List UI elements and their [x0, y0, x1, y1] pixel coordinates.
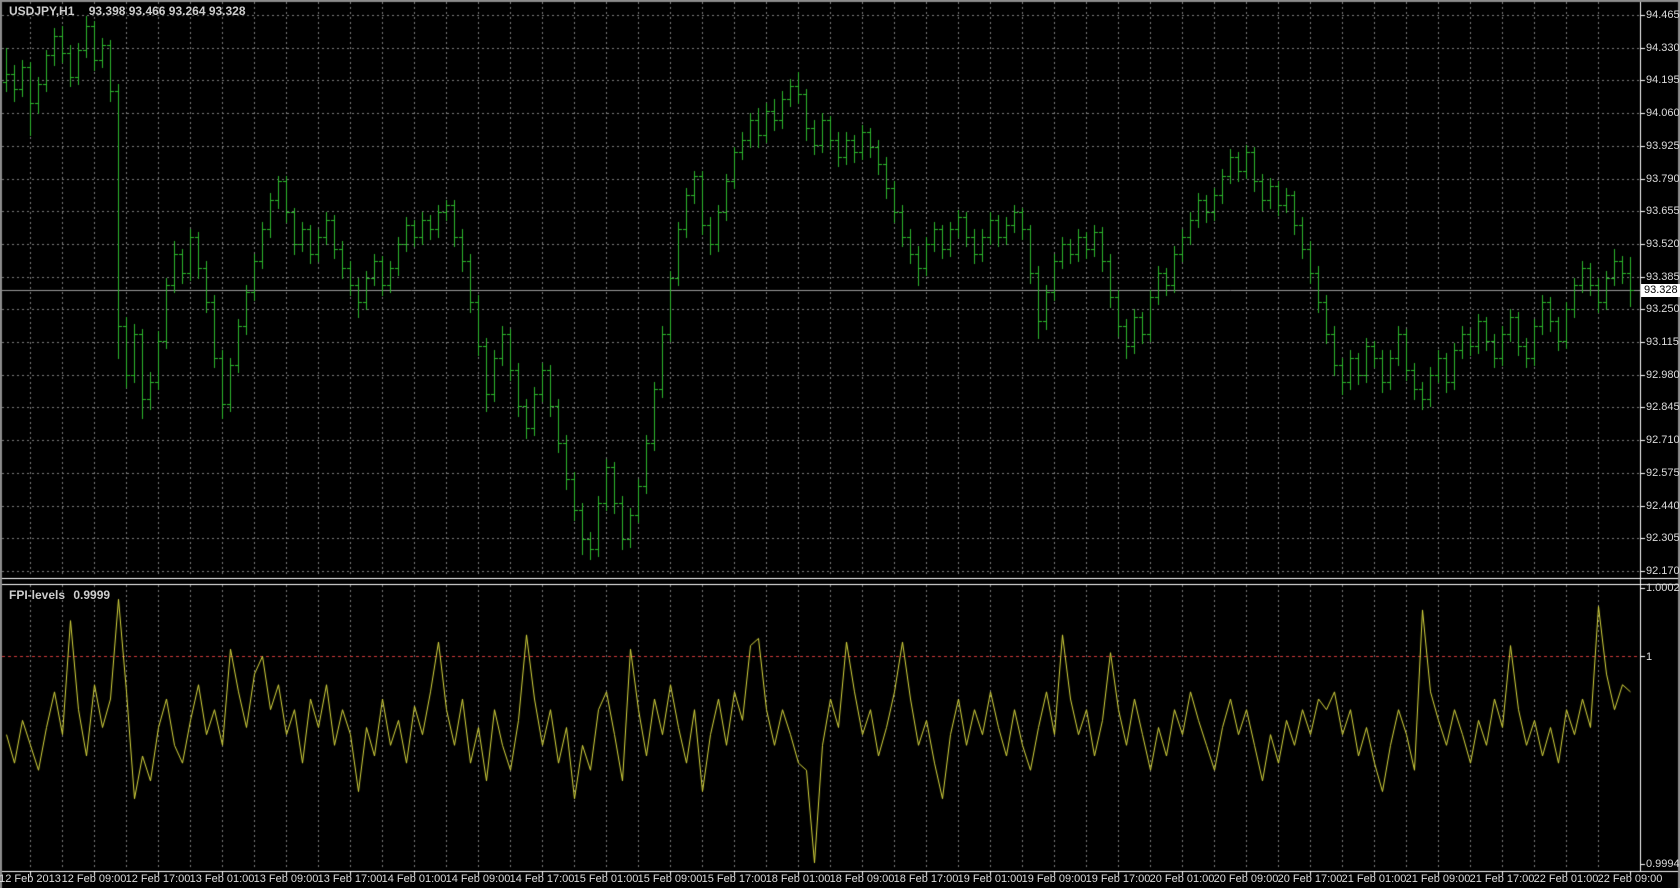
main-chart-region[interactable] — [2, 2, 1640, 577]
symbol-timeframe-label: USDJPY,H1 — [9, 4, 75, 18]
ohlc-values-label: 93.398 93.466 93.264 93.328 — [88, 4, 246, 18]
indicator-title: FPI-levels 0.9999 — [9, 588, 110, 602]
current-price-box: 93.328 — [1641, 284, 1680, 297]
chart-title: USDJPY,H1 93.398 93.466 93.264 93.328 — [9, 4, 246, 18]
indicator-value-label: 0.9999 — [73, 588, 111, 602]
indicator-name-label: FPI-levels — [9, 588, 66, 602]
indicator-panel-region[interactable] — [2, 585, 1640, 870]
